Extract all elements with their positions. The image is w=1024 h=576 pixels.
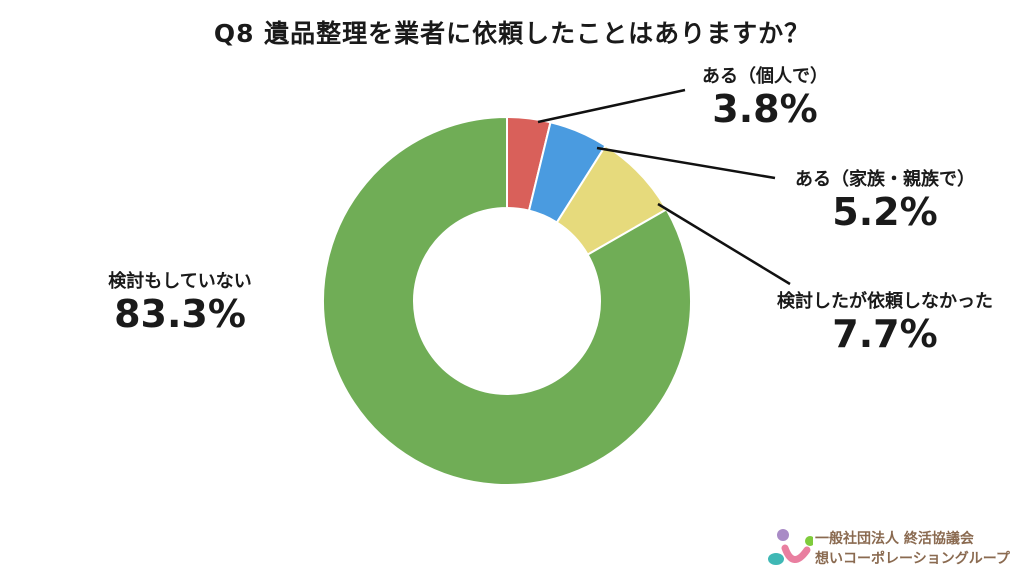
chart-title: Q8 遺品整理を業者に依頼したことはありますか？ [213, 19, 811, 48]
leader-line-2 [657, 202, 791, 286]
logo-line1: 一般社団法人 終活協議会 [815, 531, 974, 547]
value-label: 5.2% [832, 190, 938, 234]
value-label: 7.7% [832, 312, 938, 356]
logo-mark-icon [768, 529, 815, 565]
organization-logo: 一般社団法人 終活協議会 想いコーポレーショングループ [765, 526, 1020, 572]
category-label: 検討もしていない [108, 271, 252, 292]
slice-label-2: 検討したが依頼しなかった 7.7% [755, 287, 1015, 357]
leader-line-1 [596, 146, 776, 180]
slice-label-0: ある（個人で） 3.8% [690, 62, 840, 132]
category-label: ある（個人で） [702, 66, 828, 87]
category-label: 検討したが依頼しなかった [777, 291, 993, 312]
value-label: 3.8% [712, 87, 818, 131]
category-label: ある（家族・親族で） [795, 169, 975, 190]
donut-slice-3 [322, 115, 692, 486]
slice-label-3: 検討もしていない 83.3% [85, 267, 275, 337]
leader-line-0 [537, 88, 686, 124]
slice-label-1: ある（家族・親族で） 5.2% [780, 165, 990, 235]
logo-line2: 想いコーポレーショングループ [815, 551, 1010, 567]
value-label: 83.3% [114, 292, 246, 336]
